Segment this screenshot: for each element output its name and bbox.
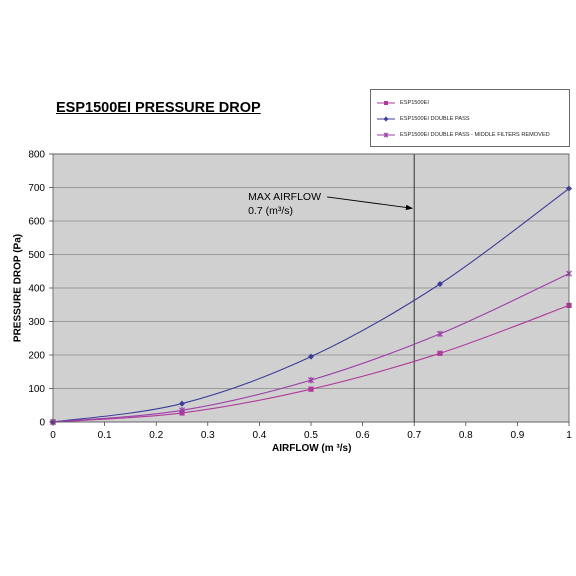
data-point-s1-1 (179, 400, 185, 407)
tick-label-y-3: 300 (28, 317, 45, 328)
data-point-s0-3 (437, 350, 443, 356)
tick-label-y-4: 400 (28, 284, 45, 295)
legend-swatch-double-pass (377, 116, 395, 122)
legend-label-esp1500ei: ESP1500EI (400, 100, 429, 106)
legend-item-double-pass: ESP1500EI DOUBLE PASS (377, 113, 470, 125)
annotation-arrow (327, 196, 414, 211)
tick-label-x-9: 0.9 (510, 430, 524, 441)
tick-label-y-1: 100 (28, 384, 45, 395)
legend-item-esp1500ei: ESP1500EI (377, 97, 429, 109)
data-point-s1-2 (308, 353, 314, 360)
data-point-s1-3 (437, 280, 443, 287)
tick-label-x-5: 0.5 (304, 430, 318, 441)
data-point-s0-2 (308, 386, 314, 392)
tick-label-y-5: 500 (28, 250, 45, 261)
tick-label-x-4: 0.4 (252, 430, 266, 441)
legend-label-filters-removed: ESP1500EI DOUBLE PASS - MIDDLE FILTERS R… (400, 132, 550, 138)
legend-item-filters-removed: ESP1500EI DOUBLE PASS - MIDDLE FILTERS R… (377, 129, 550, 141)
legend-swatch-filters-removed (377, 132, 395, 138)
tick-label-y-7: 700 (28, 183, 45, 194)
tick-label-y-8: 800 (28, 150, 45, 161)
tick-label-x-6: 0.6 (356, 430, 370, 441)
annotation-line-1: MAX AIRFLOW (248, 191, 321, 203)
data-point-s2-3 (436, 330, 444, 338)
tick-label-x-0: 0 (50, 430, 56, 441)
data-point-s2-2 (307, 376, 315, 384)
tick-labels: 0 100 200 300 400 500 600 700 800 0 0.1 0.2 0.3 0.4 0.… (28, 150, 572, 442)
data-point-s2-1 (178, 407, 186, 414)
tick-label-y-6: 600 (28, 217, 45, 228)
chart-legend: ESP1500EI ESP1500EI DOUBLE PASS ESP1500E… (370, 89, 570, 147)
tick-label-y-2: 200 (28, 351, 45, 362)
legend-swatch-esp1500ei (377, 101, 395, 105)
tick-label-y-0: 0 (39, 418, 45, 429)
tick-label-x-10: 1 (566, 430, 572, 441)
annotation-line-2: 0.7 (m³/s) (248, 205, 293, 217)
legend-label-double-pass: ESP1500EI DOUBLE PASS (400, 116, 470, 122)
tick-label-x-3: 0.3 (201, 430, 215, 441)
tick-label-x-1: 0.1 (98, 430, 112, 441)
chart-title: ESP1500EI PRESSURE DROP (56, 100, 261, 116)
x-axis-label: AIRFLOW (m ³/s) (272, 443, 352, 454)
tick-label-x-8: 0.8 (459, 430, 473, 441)
annotation: MAX AIRFLOW 0.7 (m³/s) (248, 191, 414, 217)
y-axis-label: PRESSURE DROP (Pa) (12, 233, 24, 343)
tick-label-x-2: 0.2 (149, 430, 163, 441)
tick-label-x-7: 0.7 (407, 430, 421, 441)
